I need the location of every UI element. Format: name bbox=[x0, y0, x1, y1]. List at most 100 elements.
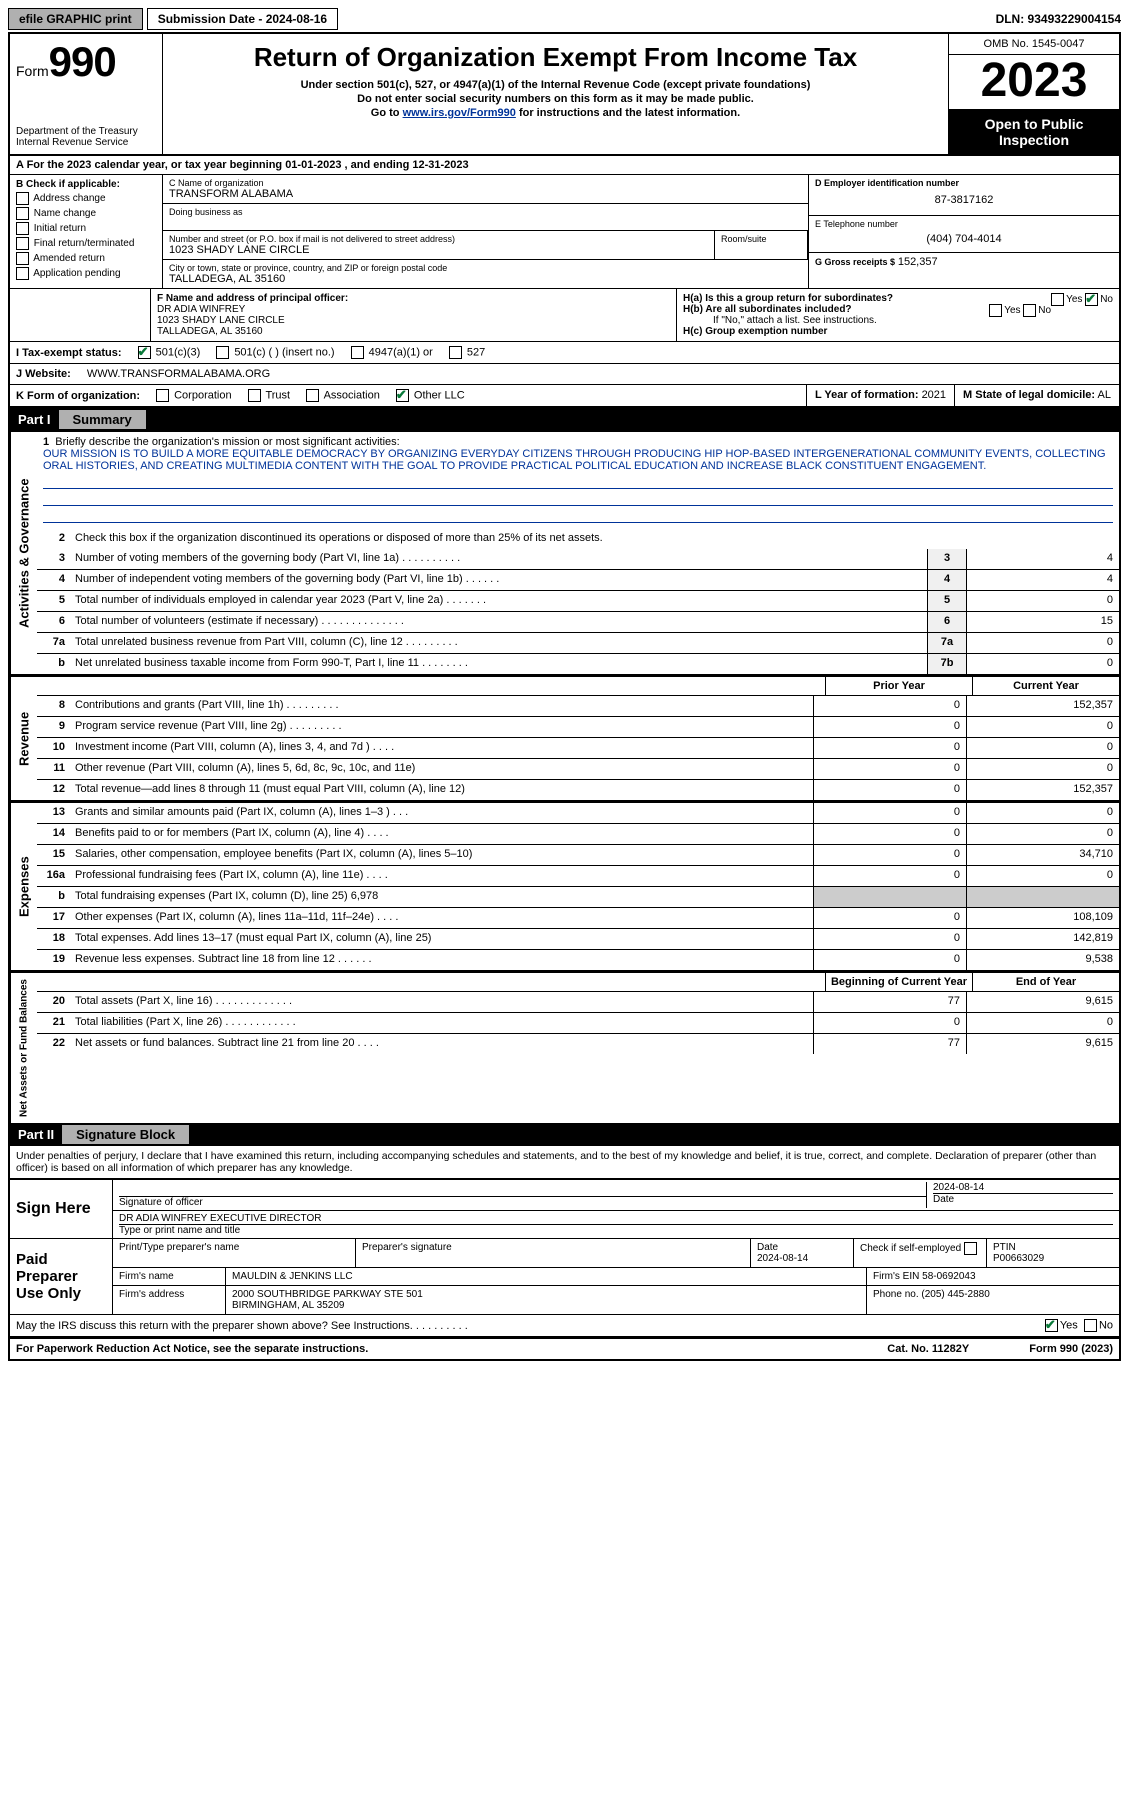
hb-yes[interactable] bbox=[989, 304, 1002, 317]
org-city: TALLADEGA, AL 35160 bbox=[169, 273, 802, 285]
box-c-name-lbl: C Name of organization bbox=[169, 178, 802, 188]
chk-final-return[interactable] bbox=[16, 237, 29, 250]
side-governance: Activities & Governance bbox=[10, 432, 37, 674]
chk-name-change[interactable] bbox=[16, 207, 29, 220]
ptin: P00663029 bbox=[993, 1253, 1044, 1264]
omb-number: OMB No. 1545-0047 bbox=[949, 34, 1119, 55]
firm-name: MAULDIN & JENKINS LLC bbox=[226, 1268, 867, 1285]
website: WWW.TRANSFORMALABAMA.ORG bbox=[87, 368, 270, 380]
efile-print-button[interactable]: efile GRAPHIC print bbox=[8, 8, 143, 30]
form-prefix: Form bbox=[16, 63, 49, 79]
box-g-lbl: G Gross receipts $ bbox=[815, 257, 895, 267]
chk-amended[interactable] bbox=[16, 252, 29, 265]
room-lbl: Room/suite bbox=[721, 234, 801, 244]
box-f-lbl: F Name and address of principal officer: bbox=[157, 293, 670, 304]
side-net-assets: Net Assets or Fund Balances bbox=[10, 973, 37, 1123]
box-d-lbl: D Employer identification number bbox=[815, 178, 1113, 188]
addr-lbl: Number and street (or P.O. box if mail i… bbox=[169, 234, 708, 244]
hdr-current: Current Year bbox=[972, 677, 1119, 695]
row-i-lbl: I Tax-exempt status: bbox=[16, 347, 122, 359]
hc-lbl: H(c) Group exemption number bbox=[683, 326, 827, 337]
paid-preparer-lbl: Paid Preparer Use Only bbox=[10, 1239, 113, 1314]
prep-date: 2024-08-14 bbox=[757, 1253, 808, 1264]
hb-no[interactable] bbox=[1023, 304, 1036, 317]
officer-addr1: 1023 SHADY LANE CIRCLE bbox=[157, 315, 670, 326]
l3-val: 4 bbox=[966, 549, 1119, 569]
ein: 87-3817162 bbox=[815, 188, 1113, 212]
chk-initial-return[interactable] bbox=[16, 222, 29, 235]
topbar: efile GRAPHIC print Submission Date - 20… bbox=[8, 8, 1121, 30]
subtitle-2: Do not enter social security numbers on … bbox=[171, 93, 940, 105]
tax-year: 2023 bbox=[949, 55, 1119, 110]
other-val: LLC bbox=[444, 389, 464, 401]
chk-address-change[interactable] bbox=[16, 192, 29, 205]
firm-addr2: BIRMINGHAM, AL 35209 bbox=[232, 1300, 344, 1311]
l5-val: 0 bbox=[966, 591, 1119, 611]
hdr-begin: Beginning of Current Year bbox=[825, 973, 972, 991]
phone: (404) 704-4014 bbox=[815, 229, 1113, 249]
chk-501c3[interactable] bbox=[138, 346, 151, 359]
chk-other[interactable] bbox=[396, 389, 409, 402]
l2-text: Check this box if the organization disco… bbox=[75, 532, 603, 544]
footer-form: Form 990 (2023) bbox=[1029, 1343, 1113, 1355]
form-frame: Form990 Department of the Treasury Inter… bbox=[8, 32, 1121, 1361]
irs-link[interactable]: www.irs.gov/Form990 bbox=[403, 107, 516, 119]
sign-here-lbl: Sign Here bbox=[10, 1180, 113, 1238]
l4-text: Number of independent voting members of … bbox=[71, 570, 927, 590]
discuss-no[interactable] bbox=[1084, 1319, 1097, 1332]
chk-assoc[interactable] bbox=[306, 389, 319, 402]
officer-addr2: TALLADEGA, AL 35160 bbox=[157, 326, 670, 337]
state-domicile: AL bbox=[1098, 389, 1111, 401]
dln: DLN: 93493229004154 bbox=[996, 12, 1121, 26]
header-mid: Return of Organization Exempt From Incom… bbox=[163, 34, 948, 154]
chk-self-employed[interactable] bbox=[964, 1242, 977, 1255]
discuss-yes[interactable] bbox=[1045, 1319, 1058, 1332]
hdr-end: End of Year bbox=[972, 973, 1119, 991]
l7b-val: 0 bbox=[966, 654, 1119, 674]
firm-addr1: 2000 SOUTHBRIDGE PARKWAY STE 501 bbox=[232, 1289, 423, 1300]
type-name-lbl: Type or print name and title bbox=[119, 1225, 240, 1236]
side-expenses: Expenses bbox=[10, 803, 37, 970]
box-b-title: B Check if applicable: bbox=[16, 179, 156, 190]
sig-date: 2024-08-14 bbox=[933, 1182, 1113, 1194]
l6-text: Total number of volunteers (estimate if … bbox=[71, 612, 927, 632]
header-left: Form990 Department of the Treasury Inter… bbox=[10, 34, 163, 154]
form-title: Return of Organization Exempt From Incom… bbox=[171, 42, 940, 73]
l7a-text: Total unrelated business revenue from Pa… bbox=[71, 633, 927, 653]
prep-sig-lbl: Preparer's signature bbox=[356, 1239, 751, 1267]
l4-val: 4 bbox=[966, 570, 1119, 590]
firm-phone: (205) 445-2880 bbox=[921, 1289, 989, 1300]
side-revenue: Revenue bbox=[10, 677, 37, 800]
year-formation: 2021 bbox=[922, 389, 946, 401]
gross-receipts: 152,357 bbox=[898, 256, 938, 268]
l7a-val: 0 bbox=[966, 633, 1119, 653]
row-j-lbl: J Website: bbox=[16, 368, 71, 380]
firm-ein: 58-0692043 bbox=[922, 1271, 975, 1282]
chk-527[interactable] bbox=[449, 346, 462, 359]
part2-header: Part II Signature Block bbox=[10, 1123, 1119, 1146]
form-number: 990 bbox=[49, 38, 116, 85]
chk-4947[interactable] bbox=[351, 346, 364, 359]
chk-501c[interactable] bbox=[216, 346, 229, 359]
box-b: B Check if applicable: Address change Na… bbox=[10, 175, 163, 288]
dba-lbl: Doing business as bbox=[169, 207, 802, 217]
line-a: A For the 2023 calendar year, or tax yea… bbox=[10, 156, 1119, 175]
box-e-lbl: E Telephone number bbox=[815, 219, 1113, 229]
l1-lbl: Briefly describe the organization's miss… bbox=[55, 436, 399, 448]
open-public-badge: Open to Public Inspection bbox=[949, 110, 1119, 154]
l7b-text: Net unrelated business taxable income fr… bbox=[71, 654, 927, 674]
mission-text: OUR MISSION IS TO BUILD A MORE EQUITABLE… bbox=[43, 448, 1106, 472]
org-address: 1023 SHADY LANE CIRCLE bbox=[169, 244, 708, 256]
footer-pra: For Paperwork Reduction Act Notice, see … bbox=[16, 1343, 368, 1355]
ha-yes[interactable] bbox=[1051, 293, 1064, 306]
chk-trust[interactable] bbox=[248, 389, 261, 402]
chk-app-pending[interactable] bbox=[16, 267, 29, 280]
chk-corp[interactable] bbox=[156, 389, 169, 402]
row-k-lbl: K Form of organization: bbox=[16, 390, 140, 402]
sig-date-lbl: Date bbox=[933, 1194, 954, 1205]
penalty-text: Under penalties of perjury, I declare th… bbox=[10, 1146, 1119, 1178]
dept-treasury: Department of the Treasury bbox=[16, 126, 156, 137]
part1-header: Part I Summary bbox=[10, 408, 1119, 431]
ha-no[interactable] bbox=[1085, 293, 1098, 306]
sig-officer-lbl: Signature of officer bbox=[119, 1197, 203, 1208]
